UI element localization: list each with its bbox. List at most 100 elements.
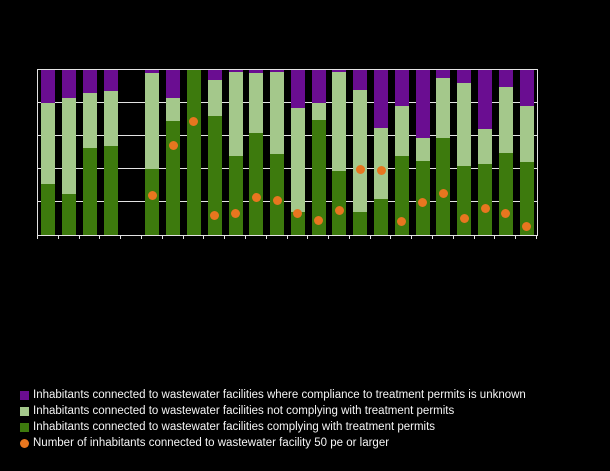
bar-segment-unknown bbox=[207, 70, 222, 80]
bar-segment-not_complying bbox=[415, 137, 430, 161]
bar-segment-complying bbox=[249, 132, 264, 235]
dot-marker bbox=[210, 210, 220, 220]
bar-segment-not_complying bbox=[270, 71, 285, 155]
legend-item-complying: Inhabitants connected to wastewater faci… bbox=[20, 419, 526, 435]
bar-segment-not_complying bbox=[332, 71, 347, 171]
legend-item-not-complying: Inhabitants connected to wastewater faci… bbox=[20, 403, 526, 419]
bar-segment-complying bbox=[436, 137, 451, 235]
bar-segment-unknown bbox=[228, 70, 243, 72]
bar-segment-not_complying bbox=[311, 103, 326, 120]
dot-marker bbox=[168, 141, 178, 151]
dot-marker bbox=[355, 164, 365, 174]
dot-marker bbox=[293, 209, 303, 219]
legend-label-dot: Number of inhabitants connected to waste… bbox=[33, 437, 390, 449]
dot-marker bbox=[314, 215, 324, 225]
bar-segment-unknown bbox=[270, 70, 285, 72]
axis-tick bbox=[452, 235, 454, 239]
axis-tick bbox=[120, 235, 122, 239]
bar-segment-not_complying bbox=[498, 86, 513, 153]
bar-segment-unknown bbox=[394, 70, 409, 107]
axis-tick bbox=[348, 235, 350, 239]
bar-segment-unknown bbox=[82, 70, 97, 94]
bar-segment-unknown bbox=[436, 70, 451, 79]
bar-segment-unknown bbox=[249, 70, 264, 74]
bar-segment-complying bbox=[332, 170, 347, 235]
axis-tick bbox=[203, 235, 205, 239]
dot-marker bbox=[147, 190, 157, 200]
bar-segment-complying bbox=[290, 211, 305, 235]
legend-label-unknown: Inhabitants connected to wastewater faci… bbox=[33, 389, 526, 401]
legend-label-complying: Inhabitants connected to wastewater faci… bbox=[33, 421, 436, 433]
axis-tick bbox=[515, 235, 517, 239]
legend-swatch-complying-icon bbox=[20, 422, 29, 432]
bar-segment-unknown bbox=[103, 70, 118, 92]
bar-segment-complying bbox=[478, 164, 493, 235]
bar-segment-unknown bbox=[353, 70, 368, 90]
bar-segment-unknown bbox=[519, 70, 534, 107]
axis-tick bbox=[224, 235, 226, 239]
bar-segment-complying bbox=[82, 147, 97, 235]
bar-segment-complying bbox=[457, 165, 472, 235]
dot-marker bbox=[480, 204, 490, 214]
bar-segment-complying bbox=[145, 169, 160, 235]
bar-segment-complying bbox=[374, 198, 389, 235]
gridline bbox=[38, 168, 537, 169]
axis-tick bbox=[57, 235, 59, 239]
dot-marker bbox=[251, 192, 261, 202]
legend-item-unknown: Inhabitants connected to wastewater faci… bbox=[20, 387, 526, 403]
bar-segment-unknown bbox=[311, 70, 326, 103]
bar-segment-complying bbox=[228, 155, 243, 235]
dot-marker bbox=[418, 197, 428, 207]
bar-segment-complying bbox=[270, 154, 285, 235]
dot-marker bbox=[397, 217, 407, 227]
bar-segment-not_complying bbox=[353, 89, 368, 212]
bar-segment-not_complying bbox=[374, 127, 389, 199]
legend-label-not-complying: Inhabitants connected to wastewater faci… bbox=[33, 405, 455, 417]
bar-segment-unknown bbox=[374, 70, 389, 128]
bar-segment-not_complying bbox=[145, 73, 160, 169]
bar-segment-not_complying bbox=[62, 98, 77, 194]
legend-swatch-not-complying-icon bbox=[20, 406, 29, 416]
bar-segment-complying bbox=[103, 145, 118, 235]
axis-tick bbox=[286, 235, 288, 239]
axis-tick bbox=[432, 235, 434, 239]
axis-tick bbox=[536, 235, 537, 239]
legend-swatch-dot-icon bbox=[20, 438, 29, 448]
dot-marker bbox=[501, 209, 511, 219]
bar-segment-not_complying bbox=[394, 106, 409, 156]
bar-segment-complying bbox=[394, 155, 409, 235]
bar-segment-complying bbox=[62, 193, 77, 235]
bar-segment-complying bbox=[311, 119, 326, 235]
bar-segment-unknown bbox=[41, 70, 56, 103]
bar-segment-complying bbox=[519, 162, 534, 235]
legend-item-dot: Number of inhabitants connected to waste… bbox=[20, 435, 526, 451]
legend: Inhabitants connected to wastewater faci… bbox=[20, 387, 526, 451]
axis-tick bbox=[390, 235, 392, 239]
axis-tick bbox=[307, 235, 309, 239]
axis-tick bbox=[369, 235, 371, 239]
axis-tick bbox=[140, 235, 142, 239]
dot-marker bbox=[272, 195, 282, 205]
gridline bbox=[38, 102, 537, 103]
axis-tick bbox=[328, 235, 330, 239]
axis-tick bbox=[78, 235, 80, 239]
bar-segment-not_complying bbox=[436, 78, 451, 138]
bar-segment-unknown bbox=[478, 70, 493, 130]
bar-segment-complying bbox=[207, 116, 222, 235]
bar-segment-unknown bbox=[166, 70, 181, 99]
dot-marker bbox=[334, 205, 344, 215]
bar-segment-not_complying bbox=[103, 91, 118, 146]
bar-segment-unknown bbox=[62, 70, 77, 99]
axis-tick bbox=[265, 235, 267, 239]
plot-area bbox=[37, 69, 538, 236]
axis-tick bbox=[37, 235, 38, 239]
dot-marker bbox=[438, 189, 448, 199]
gridline bbox=[38, 135, 537, 136]
bar-segment-not_complying bbox=[207, 79, 222, 117]
bar-segment-not_complying bbox=[82, 93, 97, 148]
bar-segment-not_complying bbox=[249, 73, 264, 133]
bar-segment-unknown bbox=[457, 70, 472, 84]
bar-segment-unknown bbox=[145, 70, 160, 74]
bar-segment-complying bbox=[186, 70, 201, 235]
